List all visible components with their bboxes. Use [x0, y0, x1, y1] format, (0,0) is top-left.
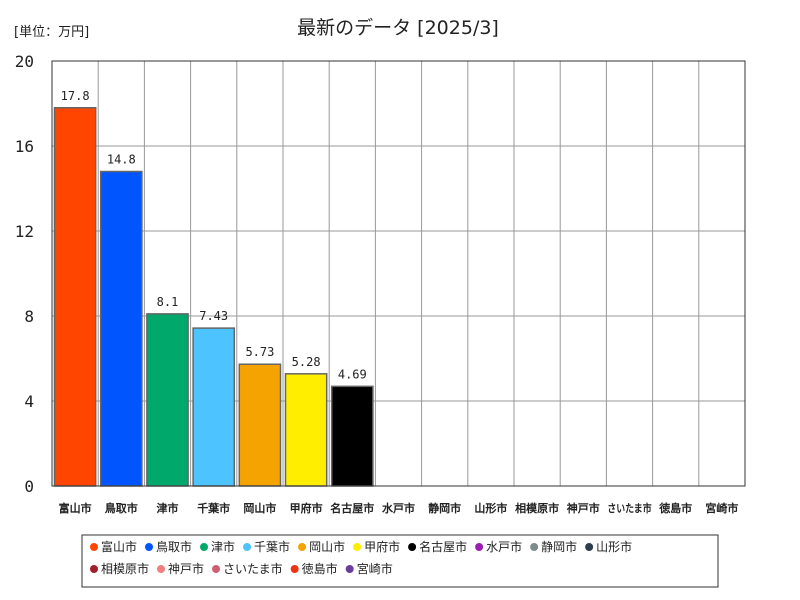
legend-swatch	[585, 543, 594, 551]
bar	[192, 327, 236, 487]
x-tick-label: 神戸市	[567, 501, 600, 515]
legend-swatch	[90, 565, 98, 573]
value-label: 4.69	[338, 367, 367, 381]
x-tick-label: 相模原市	[515, 501, 559, 515]
legend-label: 宮崎市	[357, 561, 393, 576]
x-tick-label: 水戸市	[382, 501, 415, 515]
legend-label: 山形市	[596, 539, 632, 554]
legend-box	[81, 534, 719, 588]
bar	[330, 385, 374, 487]
chart-title: 最新のデータ [2025/3]	[297, 17, 499, 39]
legend-label: 岡山市	[309, 539, 345, 554]
legend-swatch	[145, 543, 154, 551]
y-tick-label: 16	[15, 137, 34, 156]
y-tick-label: 4	[24, 392, 34, 411]
x-tick-label: 千葉市	[197, 501, 230, 515]
legend-swatch	[345, 565, 354, 573]
value-label: 8.1	[157, 295, 179, 309]
legend-swatch	[530, 543, 539, 551]
legend-label: 津市	[211, 539, 235, 554]
x-tick-label: 甲府市	[290, 501, 323, 515]
value-label: 14.8	[107, 153, 136, 167]
value-label: 7.43	[199, 309, 228, 323]
legend-label: さいたま市	[223, 561, 283, 576]
legend-label: 富山市	[101, 539, 137, 554]
unit-label: [単位：万円]	[14, 24, 89, 40]
x-tick-label: 富山市	[59, 501, 92, 515]
y-axis: 0 4 8 12 16 20	[15, 52, 34, 496]
x-tick-label: さいたま市	[607, 501, 651, 515]
value-label: 5.73	[245, 345, 274, 359]
value-labels-group: 17.8 14.8 8.1 7.43 5.73 5.28 4.69	[61, 89, 367, 382]
legend-label: 徳島市	[302, 561, 338, 576]
bar	[99, 170, 143, 487]
legend-label: 静岡市	[541, 539, 577, 554]
legend-swatch	[475, 543, 484, 551]
y-tick-label: 8	[24, 307, 34, 326]
legend-swatch	[157, 565, 166, 573]
y-tick-label: 0	[24, 477, 34, 496]
legend-swatch	[353, 543, 362, 551]
legend-label: 水戸市	[486, 539, 522, 554]
plot-border	[51, 60, 746, 487]
legend-label: 神戸市	[168, 561, 204, 576]
grid-lines	[52, 61, 745, 486]
bar	[238, 363, 282, 487]
bar	[53, 107, 97, 487]
y-tick-label: 20	[15, 52, 34, 71]
legend-label: 甲府市	[364, 539, 400, 554]
legend-swatch	[408, 543, 417, 551]
value-label: 17.8	[61, 89, 90, 103]
bar	[146, 313, 189, 487]
value-label: 5.28	[292, 355, 321, 369]
x-tick-label: 津市	[157, 501, 179, 515]
legend-label: 鳥取市	[156, 539, 192, 554]
x-axis: 富山市 鳥取市 津市 千葉市 岡山市 甲府市 名古屋市 水戸市 静岡市 山形市 相模原市 神戸市 さいた…	[59, 501, 739, 515]
legend-swatch	[212, 565, 221, 573]
x-tick-label: 静岡市	[428, 501, 461, 515]
bars-group	[53, 107, 374, 487]
x-tick-label: 名古屋市	[330, 501, 374, 515]
legend-label: 名古屋市	[419, 539, 467, 554]
x-tick-label: 徳島市	[658, 501, 692, 515]
legend-swatch	[90, 543, 98, 551]
legend-swatch	[298, 543, 307, 551]
legend-swatch	[290, 565, 299, 573]
legend-label: 千葉市	[254, 539, 290, 554]
legend-swatch	[243, 543, 252, 551]
y-tick-label: 12	[15, 222, 34, 241]
legend-label: 相模原市	[101, 561, 149, 576]
x-tick-label: 宮崎市	[705, 501, 738, 515]
x-tick-label: 岡山市	[243, 501, 276, 515]
x-tick-label: 鳥取市	[105, 501, 138, 515]
x-tick-label: 山形市	[474, 501, 507, 515]
legend-swatch	[200, 543, 209, 551]
bar	[284, 373, 328, 487]
